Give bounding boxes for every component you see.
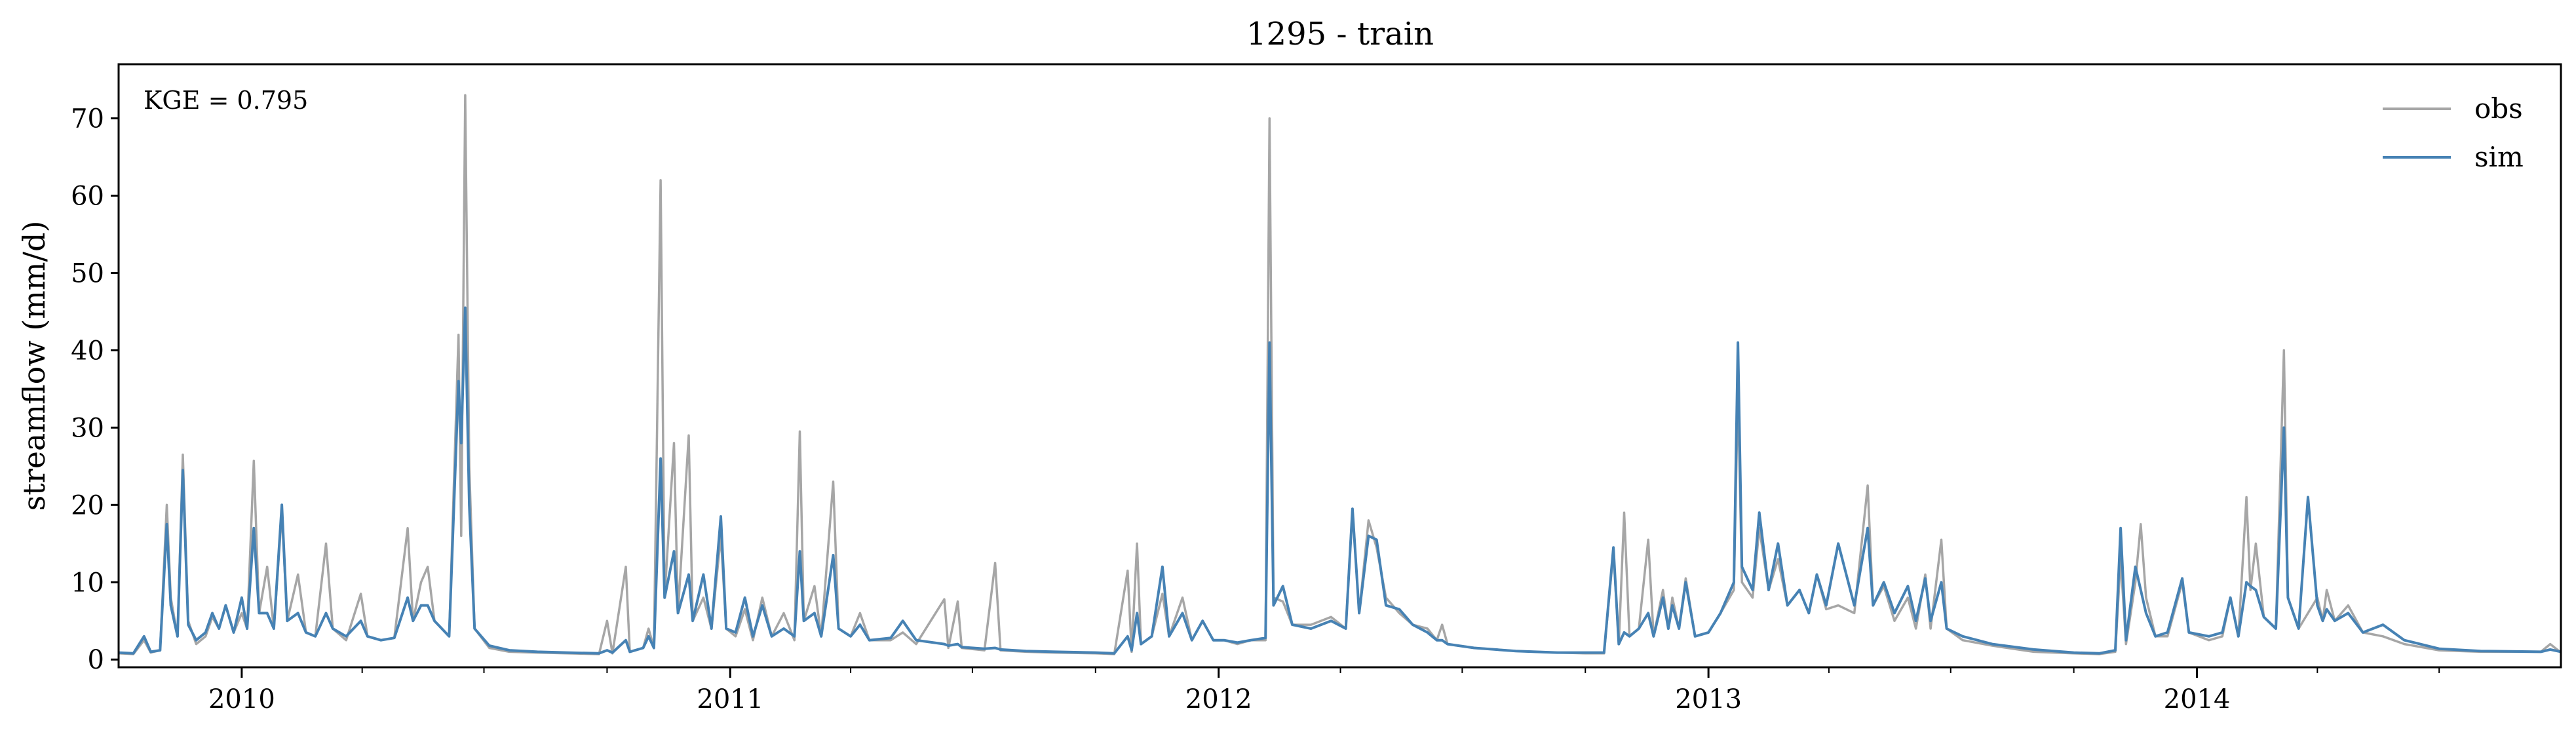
x-tick-label-2013: 2013 bbox=[1675, 684, 1742, 714]
x-tick-label-2010: 2010 bbox=[208, 684, 275, 714]
plot-area: 0 10 20 30 40 50 60 70 2010 2011 2012 2013 2014 bbox=[71, 63, 2562, 714]
series-layer bbox=[118, 94, 2562, 655]
chart-title: 1295 - train bbox=[1246, 16, 1434, 52]
x-tick-label-2014: 2014 bbox=[2164, 684, 2231, 714]
x-axis: 2010 2011 2012 2013 2014 bbox=[208, 667, 2440, 714]
x-tick-label-2011: 2011 bbox=[697, 684, 763, 714]
y-tick-label-70: 70 bbox=[71, 104, 104, 134]
legend-label-sim: sim bbox=[2474, 141, 2524, 173]
legend-label-obs: obs bbox=[2474, 92, 2523, 125]
y-tick-label-50: 50 bbox=[71, 258, 104, 288]
kge-annotation: KGE = 0.795 bbox=[144, 86, 308, 115]
legend: obs sim bbox=[2383, 92, 2524, 173]
y-tick-label-10: 10 bbox=[71, 568, 104, 598]
series-line-sim bbox=[118, 306, 2562, 655]
y-axis-label: streamflow (mm/d) bbox=[16, 221, 52, 511]
x-tick-label-2012: 2012 bbox=[1185, 684, 1252, 714]
y-tick-label-30: 30 bbox=[71, 413, 104, 443]
y-tick-label-0: 0 bbox=[88, 645, 104, 675]
y-tick-label-20: 20 bbox=[71, 490, 104, 520]
y-tick-label-40: 40 bbox=[71, 336, 104, 366]
plot-frame bbox=[117, 63, 2562, 669]
y-tick-label-60: 60 bbox=[71, 182, 104, 212]
y-axis: 0 10 20 30 40 50 60 70 bbox=[71, 104, 119, 675]
